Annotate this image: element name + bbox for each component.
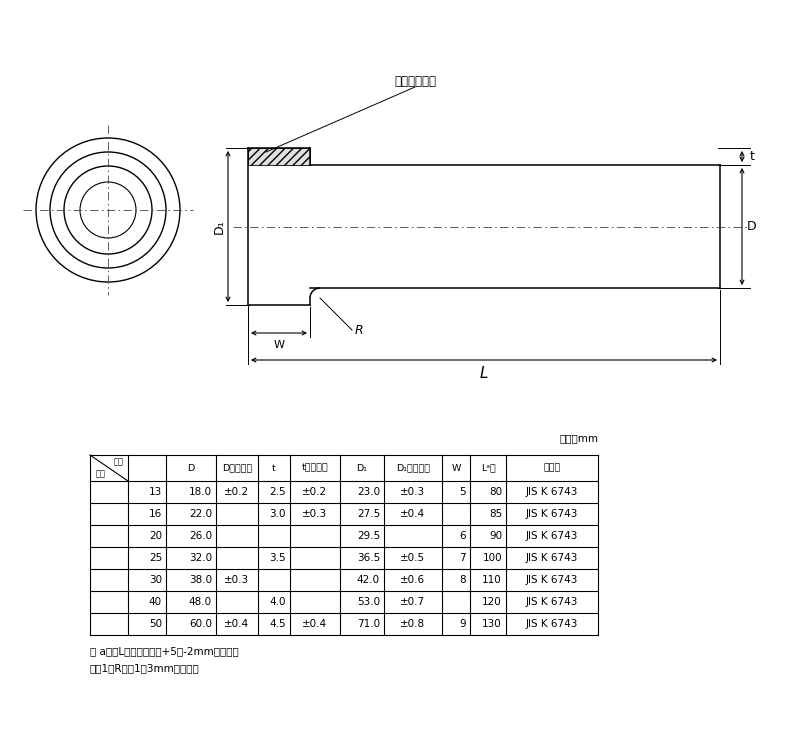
Text: t: t [272,464,276,472]
Text: 29.5: 29.5 [357,531,380,541]
Text: ±0.2: ±0.2 [302,487,327,497]
Text: 5: 5 [459,487,466,497]
Text: R: R [355,324,364,337]
Text: 注 a）　Lの許容差は、+5／-2mmとする。: 注 a） Lの許容差は、+5／-2mmとする。 [90,646,238,656]
Text: t: t [750,150,754,163]
Text: 30: 30 [149,575,162,585]
Text: 36.5: 36.5 [357,553,380,563]
Text: 7: 7 [459,553,466,563]
Text: 23.0: 23.0 [357,487,380,497]
Text: 85: 85 [489,509,502,519]
Text: JIS K 6743: JIS K 6743 [526,509,578,519]
Text: D₁の許容差: D₁の許容差 [396,464,430,472]
Text: ガスケット溝: ガスケット溝 [394,75,436,88]
Text: D: D [747,220,757,233]
Text: 130: 130 [482,619,502,629]
Text: D₁: D₁ [357,464,367,472]
Text: L: L [480,366,488,380]
Text: Dの許容差: Dの許容差 [222,464,252,472]
Text: 80: 80 [489,487,502,497]
Text: JIS K 6743: JIS K 6743 [526,575,578,585]
Text: 60.0: 60.0 [189,619,212,629]
Text: 53.0: 53.0 [357,597,380,607]
Text: JIS K 6743: JIS K 6743 [526,531,578,541]
Text: 22.0: 22.0 [189,509,212,519]
Text: 50: 50 [149,619,162,629]
Text: JIS K 6743: JIS K 6743 [526,553,578,563]
Text: ±0.4: ±0.4 [401,509,426,519]
Text: JIS K 6743: JIS K 6743 [526,597,578,607]
Text: 27.5: 27.5 [357,509,380,519]
Text: ±0.8: ±0.8 [401,619,426,629]
Text: 40: 40 [149,597,162,607]
Text: W: W [274,340,285,350]
Text: ±0.4: ±0.4 [225,619,250,629]
Text: 単位：mm: 単位：mm [559,433,598,443]
Text: 3.5: 3.5 [270,553,286,563]
Text: ±0.3: ±0.3 [225,575,250,585]
Bar [248,148,310,165]
Text: JIS K 6743: JIS K 6743 [526,619,578,629]
Text: 記号: 記号 [114,458,124,467]
Text: 48.0: 48.0 [189,597,212,607]
Text: 25: 25 [149,553,162,563]
Text: 20: 20 [149,531,162,541]
Text: 注記1　Rは、1～3mmとする。: 注記1 Rは、1～3mmとする。 [90,663,200,673]
Text: 42.0: 42.0 [357,575,380,585]
Text: 6: 6 [459,531,466,541]
Text: 4.0: 4.0 [270,597,286,607]
Text: ±0.2: ±0.2 [225,487,250,497]
Text: 38.0: 38.0 [189,575,212,585]
Text: 18.0: 18.0 [189,487,212,497]
Text: 呼径: 呼径 [96,469,106,478]
Text: 8: 8 [459,575,466,585]
Text: ±0.3: ±0.3 [302,509,327,519]
Text: D: D [187,464,194,472]
Text: 120: 120 [482,597,502,607]
Text: 26.0: 26.0 [189,531,212,541]
Text: 4.5: 4.5 [270,619,286,629]
Text: 16: 16 [149,509,162,519]
Text: 13: 13 [149,487,162,497]
Text: 32.0: 32.0 [189,553,212,563]
Text: 71.0: 71.0 [357,619,380,629]
Text: ±0.3: ±0.3 [401,487,426,497]
Text: tの許容差: tの許容差 [302,464,328,472]
Text: 110: 110 [482,575,502,585]
Text: ±0.7: ±0.7 [401,597,426,607]
Text: 9: 9 [459,619,466,629]
Text: ±0.5: ±0.5 [401,553,426,563]
Text: ±0.4: ±0.4 [302,619,327,629]
Text: ±0.6: ±0.6 [401,575,426,585]
Text: 3.0: 3.0 [270,509,286,519]
Text: 規　格: 規 格 [543,464,561,472]
Text: Lᵃ）: Lᵃ） [481,464,495,472]
Text: 2.5: 2.5 [270,487,286,497]
Text: 90: 90 [489,531,502,541]
Text: 100: 100 [482,553,502,563]
Text: JIS K 6743: JIS K 6743 [526,487,578,497]
Text: W: W [451,464,461,472]
Text: D₁: D₁ [213,219,226,234]
